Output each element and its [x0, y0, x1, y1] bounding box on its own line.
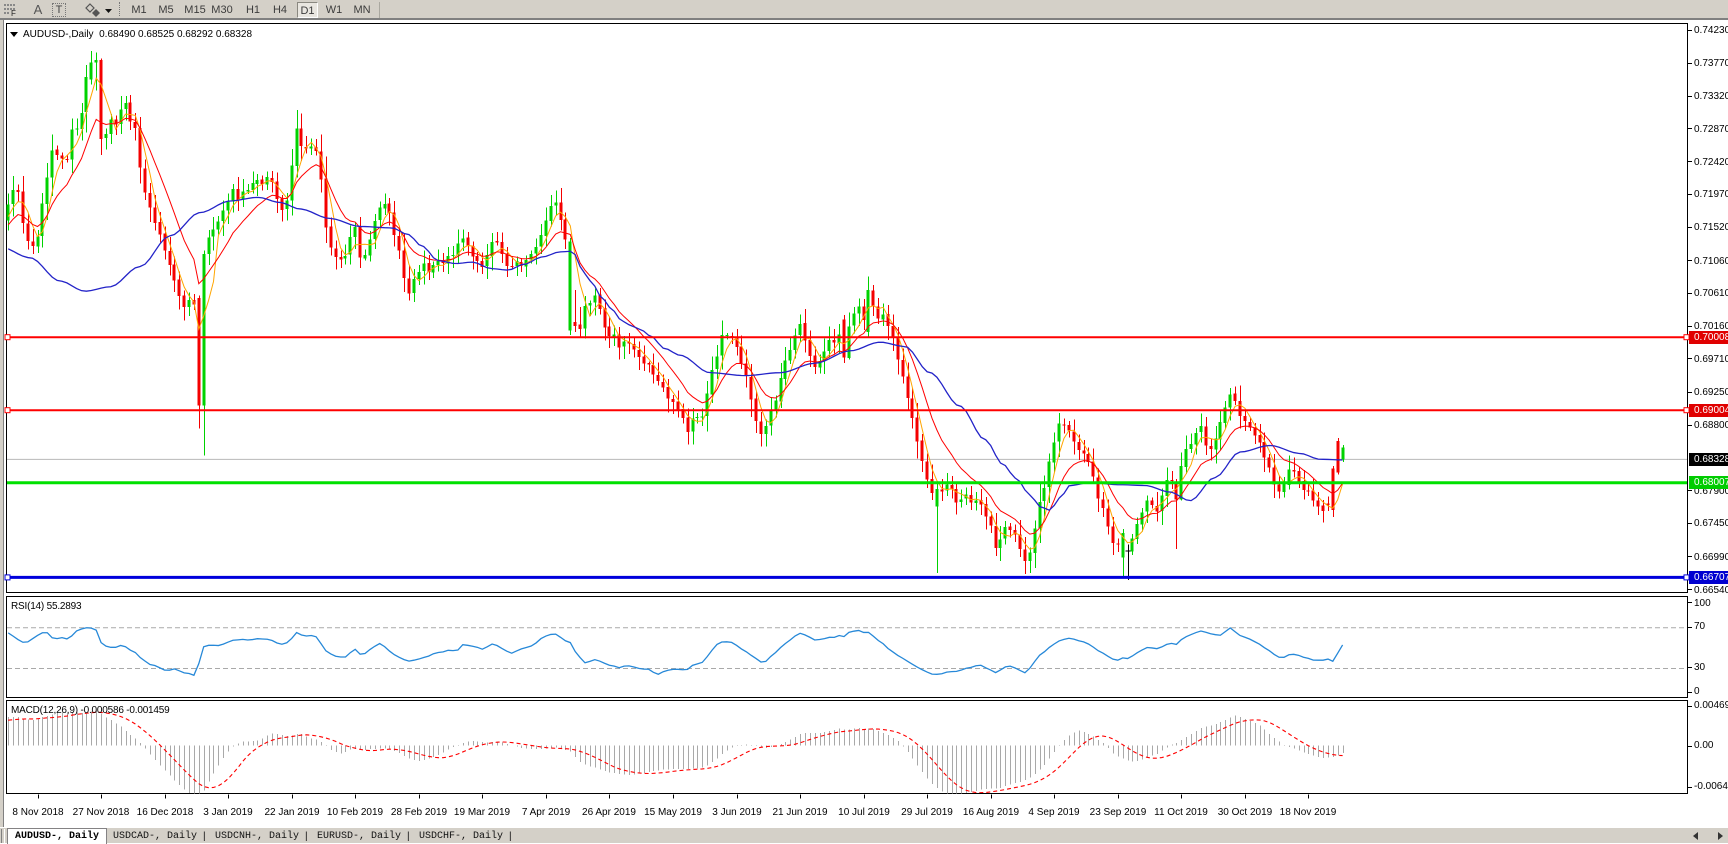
svg-text:F: F: [11, 9, 16, 17]
